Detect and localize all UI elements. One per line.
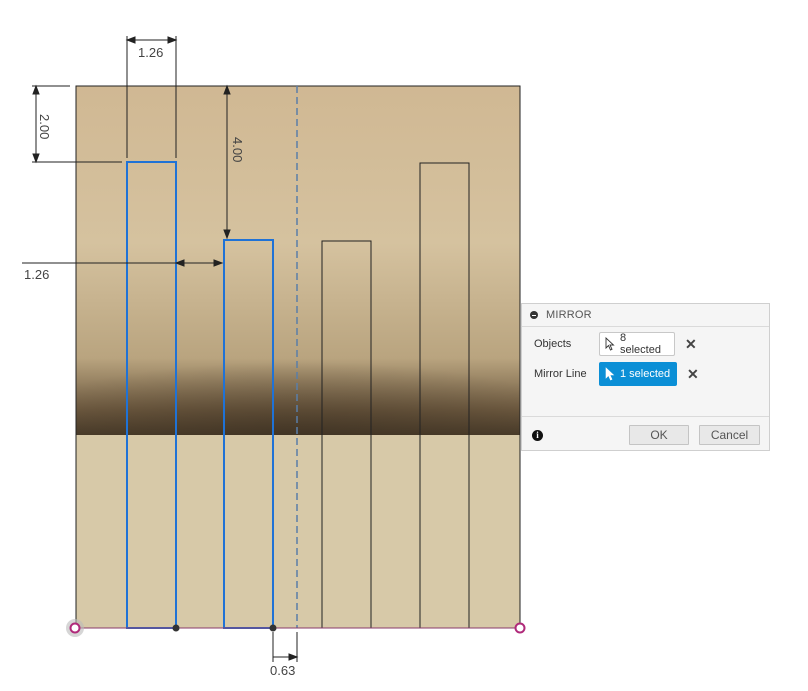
dimension-bottom-offset-label[interactable]: 0.63: [270, 663, 295, 678]
collapse-icon[interactable]: [530, 311, 538, 319]
cursor-arrow-icon: [605, 337, 615, 351]
origin-point[interactable]: [69, 622, 81, 634]
objects-row: Objects 8 selected ✕: [522, 331, 769, 357]
dialog-footer: i OK Cancel: [522, 416, 769, 453]
sketch-point[interactable]: [172, 624, 180, 632]
dimension-horizontal-gap-label[interactable]: 1.26: [24, 267, 49, 282]
cancel-button[interactable]: Cancel: [699, 425, 760, 445]
dimension-top-width[interactable]: [125, 36, 178, 158]
sketch-point[interactable]: [269, 624, 277, 632]
plane-shadow: [76, 330, 520, 435]
corner-point-right[interactable]: [514, 622, 526, 634]
mirror-line-label: Mirror Line: [534, 368, 587, 380]
objects-value: 8 selected: [620, 332, 661, 356]
dimension-inner-height-label[interactable]: 4.00: [230, 137, 245, 162]
objects-select-button[interactable]: 8 selected: [599, 332, 675, 356]
ok-button[interactable]: OK: [629, 425, 689, 445]
plane-lower: [76, 435, 520, 628]
mirror-line-value: 1 selected: [620, 368, 671, 380]
dimension-left-height-label[interactable]: 2.00: [37, 114, 52, 139]
dimension-bottom-offset[interactable]: [272, 632, 299, 662]
mirror-line-row: Mirror Line 1 selected ✕: [522, 361, 769, 387]
dialog-header[interactable]: MIRROR: [522, 304, 769, 327]
dimension-top-width-label[interactable]: 1.26: [138, 45, 163, 60]
dimension-left-height[interactable]: [32, 84, 122, 164]
info-icon[interactable]: i: [532, 430, 543, 441]
clear-objects-icon[interactable]: ✕: [685, 335, 697, 352]
cursor-arrow-icon: [605, 367, 615, 381]
mirror-line-select-button[interactable]: 1 selected: [599, 362, 677, 386]
mirror-dialog: MIRROR Objects 8 selected ✕ Mirror Line …: [521, 303, 770, 451]
dimension-horizontal-gap[interactable]: [22, 259, 224, 267]
dialog-title: MIRROR: [546, 309, 592, 321]
clear-mirror-line-icon[interactable]: ✕: [687, 365, 699, 382]
dimension-inner-height[interactable]: [223, 84, 231, 240]
objects-label: Objects: [534, 338, 572, 350]
